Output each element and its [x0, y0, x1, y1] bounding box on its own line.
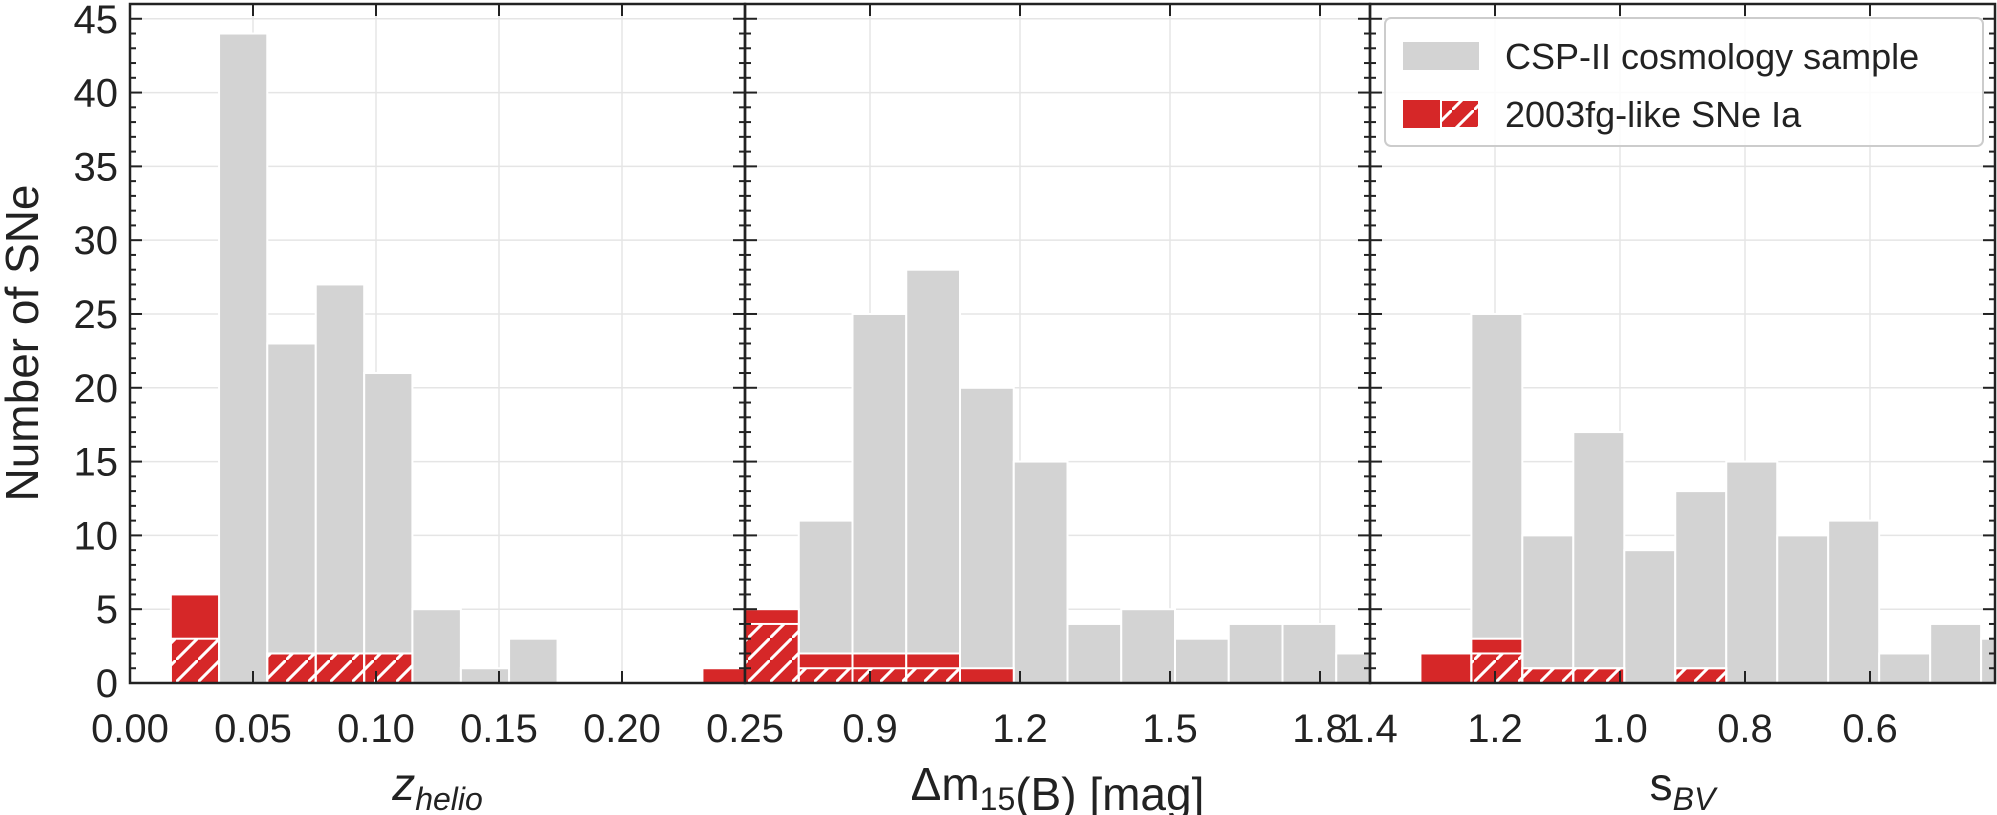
x-tick-label: 0.6: [1842, 707, 1898, 751]
y-tick-label: 15: [74, 441, 119, 485]
x-tick-label: 1.0: [1592, 707, 1648, 751]
histogram-bar: [905, 268, 961, 683]
legend-swatch-hatch: [1440, 99, 1480, 129]
hatched-bar: [169, 637, 221, 683]
x-tick-label: 0.15: [460, 707, 538, 751]
histogram-bar: [1012, 460, 1069, 683]
x-axis-label: zhelio: [391, 758, 483, 815]
histogram-bar: [1066, 622, 1123, 683]
x-axis-label: sBV: [1650, 758, 1718, 815]
y-tick-label: 45: [74, 0, 119, 42]
x-tick-label: 1.4: [1342, 707, 1398, 751]
x-tick-label: 0.25: [706, 707, 784, 751]
histogram-bar: [1827, 519, 1881, 683]
y-tick-label: 35: [74, 145, 119, 189]
histogram-bar: [701, 667, 745, 683]
x-tick-label: 0.05: [214, 707, 292, 751]
histogram-bar: [1281, 622, 1338, 683]
panel-3: 1.4 1.2 1.0 0.8 0.6 sBV: [1342, 2, 1997, 815]
histogram-bar: [959, 667, 1015, 683]
histogram-bar: [1980, 637, 1995, 683]
histogram-bar: [1227, 622, 1284, 683]
histogram-bar: [1174, 637, 1230, 683]
x-tick-label: 1.2: [1467, 707, 1523, 751]
x-tick-label: 0.10: [337, 707, 415, 751]
hatched-bar: [363, 652, 414, 683]
legend-label: CSP-II cosmology sample: [1505, 36, 1919, 77]
hatched-bar: [797, 667, 854, 683]
histogram-bar: [1776, 534, 1830, 683]
y-tick-label: 5: [96, 588, 118, 632]
x-tick-label: 1.8: [1292, 707, 1348, 751]
histogram-bar: [1725, 460, 1779, 683]
histogram-bar: [459, 667, 511, 683]
hatched-bar: [905, 667, 961, 683]
histogram-bar: [959, 386, 1015, 683]
histogram-bar: [1572, 431, 1626, 683]
hatched-bar: [745, 622, 800, 683]
histogram-bar: [314, 283, 366, 683]
histogram-bar: [851, 312, 908, 683]
y-tick-label: 40: [74, 72, 119, 116]
histogram-bar: [1335, 652, 1370, 683]
x-tick-label: 0.8: [1717, 707, 1773, 751]
hatched-bar: [1470, 652, 1524, 683]
chart-legend: CSP-II cosmology sample 2003fg-like SNe I…: [1384, 17, 1984, 147]
hatched-bar: [314, 652, 366, 683]
x-tick-label: 1.2: [992, 707, 1048, 751]
hatched-bar: [1521, 667, 1575, 683]
legend-label: 2003fg-like SNe Ia: [1505, 94, 1802, 135]
histogram-bar: [1674, 490, 1728, 683]
histogram-bar: [1120, 608, 1176, 683]
histogram-bar: [1623, 549, 1677, 683]
y-tick-label: 25: [74, 293, 119, 337]
panel-2: 0.9 1.2 1.5 1.8 Δm15(B) [mag]: [743, 2, 1372, 815]
y-tick-label: 0: [96, 662, 118, 706]
hatched-bar: [266, 652, 317, 683]
y-axis-label: Number of SNe: [0, 184, 48, 501]
legend-swatch-gray: [1403, 42, 1479, 70]
histogram-bar: [1878, 652, 1932, 683]
histogram-bar: [1521, 534, 1575, 683]
hatched-bar: [851, 667, 908, 683]
x-tick-label: 0.9: [842, 707, 898, 751]
histogram-bar: [411, 608, 462, 683]
histogram-bar: [363, 372, 414, 683]
x-tick-label: 1.5: [1142, 707, 1198, 751]
y-tick-label: 20: [74, 367, 119, 411]
y-tick-label: 30: [74, 219, 119, 263]
y-tick-label: 10: [74, 514, 119, 558]
histogram-bar: [266, 342, 317, 683]
panel-1: 0.00 0.05 0.10 0.15 0.20 0.25 0 5 10 15 20 25 30 35 40…: [74, 0, 784, 815]
histogram-bar: [1929, 622, 1983, 683]
histogram-bar: [508, 637, 559, 683]
x-tick-label: 0.20: [583, 707, 661, 751]
x-tick-label: 0.00: [91, 707, 169, 751]
hatched-bar: [1674, 667, 1728, 683]
legend-box: [1384, 17, 1984, 147]
hatched-bar: [1572, 667, 1626, 683]
histogram-bar: [218, 32, 269, 683]
histogram-bar: [1470, 312, 1524, 683]
x-axis-label: Δm15(B) [mag]: [911, 758, 1205, 815]
histogram-bar: [1419, 652, 1473, 683]
